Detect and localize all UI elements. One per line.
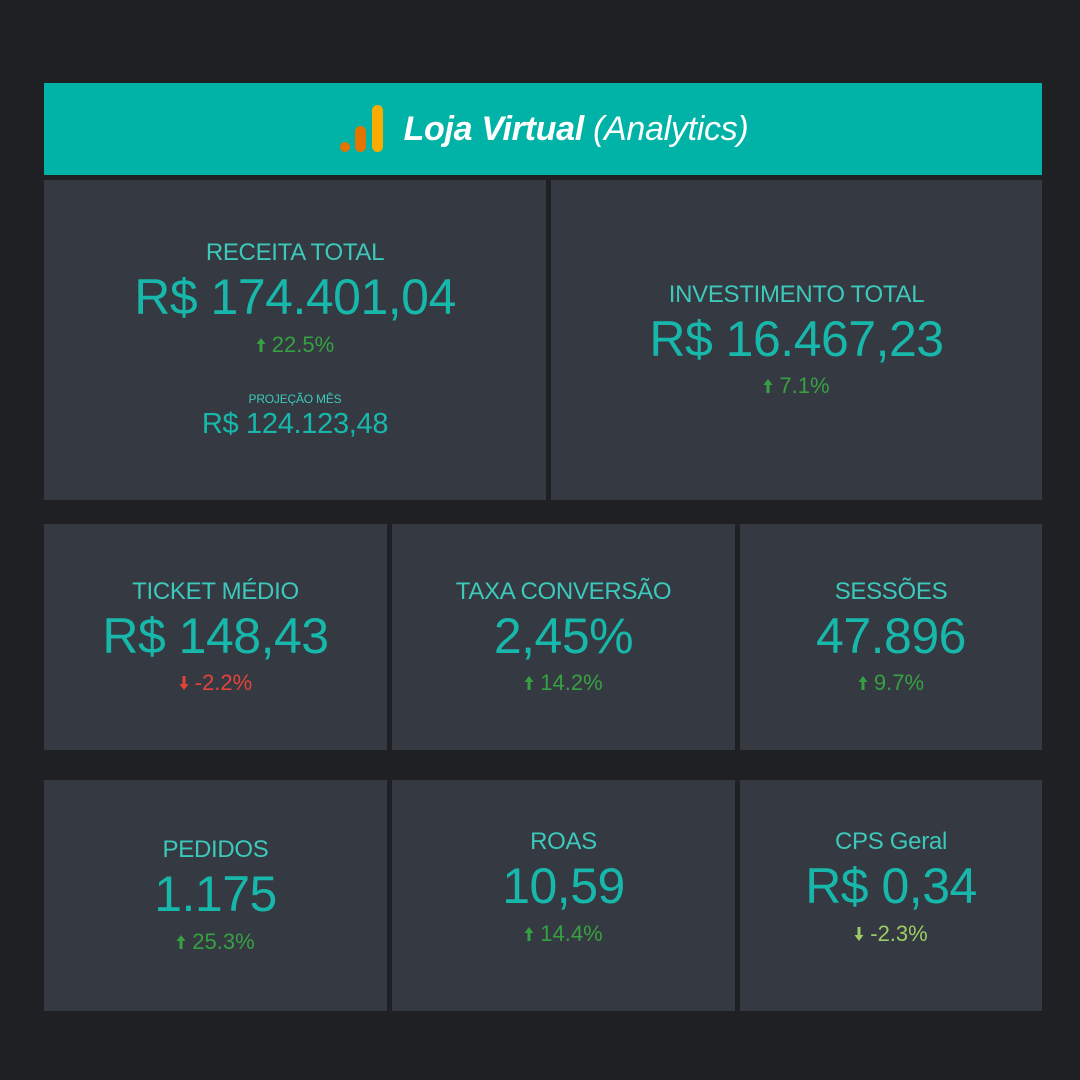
analytics-bar-chart-icon — [339, 105, 383, 152]
roas-value: 10,59 — [502, 858, 625, 914]
cps-geral-label: CPS Geral — [834, 828, 947, 855]
ticket-medio-value: R$ 148,43 — [102, 607, 329, 664]
taxa-conversao-value: 2,45% — [493, 607, 634, 664]
ticket-medio-card: TICKET MÉDIO R$ 148,43 -2.2% — [44, 524, 387, 750]
pedidos-delta-value: 25.3% — [192, 928, 255, 954]
cps-geral-card: CPS Geral R$ 0,34 -2.3% — [740, 780, 1042, 1011]
receita-total-value: R$ 174.401,04 — [134, 269, 456, 326]
dashboard-header: Loja Virtual (Analytics) — [44, 83, 1042, 175]
arrow-down-icon — [179, 676, 189, 691]
investimento-total-delta: 7.1% — [763, 373, 830, 399]
sessoes-delta-value: 9.7% — [873, 670, 925, 696]
arrow-up-icon — [256, 337, 266, 352]
taxa-conversao-label: TAXA CONVERSÃO — [455, 577, 672, 605]
receita-total-delta: 22.5% — [256, 332, 334, 358]
ticket-medio-delta: -2.2% — [179, 670, 252, 696]
roas-delta-value: 14.4% — [540, 920, 603, 946]
arrow-up-icon — [176, 934, 186, 949]
page-title-rest: (Analytics) — [593, 109, 749, 148]
roas-delta: 14.4% — [524, 920, 603, 947]
investimento-total-label: INVESTIMENTO TOTAL — [668, 280, 925, 308]
cps-geral-delta-value: -2.3% — [870, 920, 928, 946]
pedidos-value: 1.175 — [154, 866, 277, 923]
cps-geral-delta: -2.3% — [854, 920, 928, 947]
pedidos-delta: 25.3% — [176, 928, 255, 955]
investimento-total-delta-value: 7.1% — [779, 373, 830, 399]
taxa-conversao-delta: 14.2% — [524, 670, 603, 696]
sessoes-label: SESSÕES — [834, 577, 948, 605]
investimento-total-value: R$ 16.467,23 — [649, 310, 944, 367]
cps-geral-value: R$ 0,34 — [805, 858, 977, 914]
page-title: Loja Virtual (Analytics) — [404, 110, 749, 149]
taxa-conversao-card: TAXA CONVERSÃO 2,45% 14.2% — [392, 524, 735, 750]
projecao-mes-value: R$ 124.123,48 — [201, 407, 389, 440]
arrow-up-icon — [858, 676, 868, 691]
receita-total-label: RECEITA TOTAL — [205, 239, 385, 267]
arrow-up-icon — [524, 676, 534, 691]
arrow-down-icon — [854, 926, 864, 941]
investimento-total-card: INVESTIMENTO TOTAL R$ 16.467,23 7.1% — [551, 180, 1042, 500]
arrow-up-icon — [763, 379, 773, 394]
roas-label: ROAS — [530, 828, 597, 855]
pedidos-card: PEDIDOS 1.175 25.3% — [44, 780, 387, 1011]
taxa-conversao-delta-value: 14.2% — [540, 670, 603, 696]
roas-card: ROAS 10,59 14.4% — [392, 780, 735, 1011]
pedidos-label: PEDIDOS — [162, 836, 269, 864]
page-title-bold: Loja Virtual — [403, 109, 585, 148]
arrow-up-icon — [524, 926, 534, 941]
receita-total-card: RECEITA TOTAL R$ 174.401,04 22.5% PROJEÇ… — [44, 180, 546, 500]
ticket-medio-delta-value: -2.2% — [194, 670, 253, 696]
sessoes-card: SESSÕES 47.896 9.7% — [740, 524, 1042, 750]
receita-total-delta-value: 22.5% — [271, 331, 335, 357]
projecao-mes-label: PROJEÇÃO MÊS — [248, 391, 342, 406]
sessoes-delta: 9.7% — [858, 670, 924, 696]
sessoes-value: 47.896 — [816, 607, 966, 664]
ticket-medio-label: TICKET MÉDIO — [132, 577, 299, 605]
